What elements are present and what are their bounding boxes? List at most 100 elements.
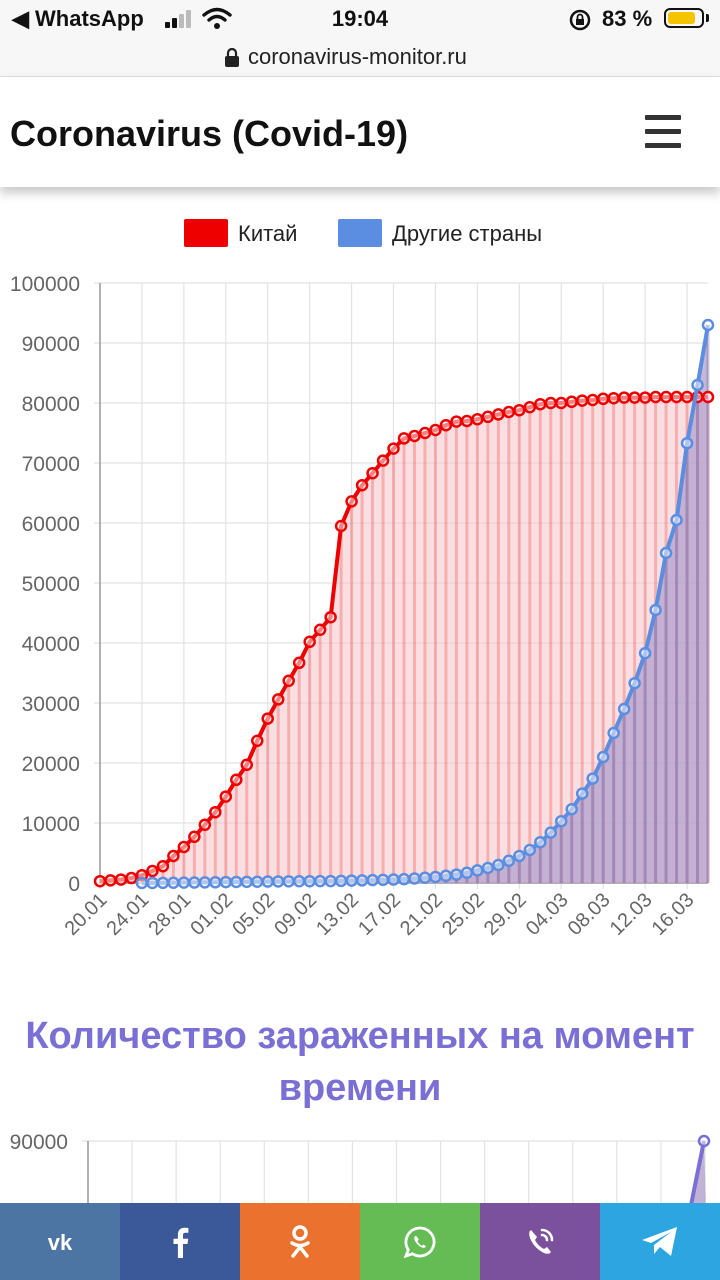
x-tick-label: 13.02	[312, 889, 363, 940]
other-point	[313, 874, 327, 888]
hamburger-menu-icon[interactable]	[645, 115, 685, 149]
status-bar: ◀ WhatsApp 19:04 83 %	[0, 0, 720, 40]
china-point	[575, 394, 589, 407]
x-tick-label: 28.01	[144, 889, 195, 940]
cellular-signal-icon	[165, 10, 197, 28]
china-point	[209, 805, 222, 819]
site-title[interactable]: Coronavirus (Covid-19)	[10, 113, 409, 154]
facebook-icon	[173, 1227, 189, 1258]
x-tick-label: 29.02	[480, 889, 531, 940]
china-point	[450, 415, 463, 428]
china-point	[324, 610, 337, 624]
padlock-icon	[225, 48, 239, 67]
other-point	[513, 849, 526, 863]
share-facebook-button[interactable]	[120, 1203, 240, 1280]
other-point	[586, 772, 599, 785]
other-point	[146, 876, 159, 890]
other-point	[429, 870, 442, 884]
china-point	[177, 840, 191, 854]
other-point	[701, 318, 715, 332]
legend-label-china: Китай	[238, 221, 298, 246]
china-point	[146, 864, 159, 878]
china-point	[701, 390, 715, 404]
other-point	[544, 826, 558, 839]
battery-icon	[664, 8, 704, 28]
china-point	[156, 859, 170, 873]
other-point	[492, 858, 505, 872]
china-point	[544, 396, 558, 410]
other-point	[534, 835, 547, 849]
svg-text:vk: vk	[48, 1231, 73, 1253]
other-point	[177, 876, 191, 889]
china-point	[638, 391, 652, 404]
china-point	[408, 429, 421, 443]
other-point	[292, 875, 306, 888]
china-point	[376, 454, 390, 467]
x-tick-label: 24.01	[103, 889, 154, 940]
y-tick-label: 80000	[22, 393, 80, 416]
other-point	[670, 513, 683, 527]
x-tick-label: 21.02	[396, 889, 447, 940]
share-whatsapp-button[interactable]	[360, 1203, 480, 1280]
other-point	[502, 854, 516, 868]
china-point	[460, 414, 474, 428]
y-tick-label: 10000	[22, 813, 80, 836]
other-point	[334, 874, 348, 888]
china-point	[230, 773, 243, 787]
other-point	[135, 876, 149, 890]
china-point	[439, 418, 453, 432]
other-point	[282, 875, 295, 888]
y-tick-label: 90000	[10, 1131, 68, 1154]
x-tick-label: 25.02	[438, 889, 489, 940]
rotation-lock-icon	[569, 9, 591, 31]
china-point	[345, 495, 358, 508]
china-point	[670, 390, 683, 404]
x-tick-label: 16.03	[648, 889, 699, 940]
legend-label-other: Другие страны	[392, 221, 543, 246]
other-point	[261, 875, 274, 888]
series-point	[697, 1134, 711, 1148]
viber-icon	[529, 1228, 554, 1254]
china-point	[617, 391, 631, 404]
share-viber-button[interactable]	[480, 1203, 600, 1280]
x-tick-label: 08.03	[564, 889, 615, 940]
china-point	[534, 397, 547, 411]
other-point	[408, 872, 421, 885]
x-tick-label: 05.02	[228, 889, 279, 940]
china-point	[188, 830, 201, 844]
share-telegram-button[interactable]	[600, 1203, 720, 1280]
other-point	[219, 875, 233, 889]
china-point	[513, 403, 526, 417]
back-to-app-link[interactable]: ◀ WhatsApp	[12, 6, 144, 31]
china-point	[429, 423, 442, 437]
x-tick-label: 12.03	[606, 889, 657, 940]
share-vk-button[interactable]: vk	[0, 1203, 120, 1280]
other-point	[240, 875, 254, 889]
y-tick-label: 0	[68, 873, 80, 896]
vk-icon: vk	[48, 1231, 73, 1253]
china-point	[649, 390, 662, 404]
other-point	[188, 876, 201, 889]
address-bar[interactable]: coronavirus-monitor.ru	[0, 40, 720, 77]
other-point	[450, 868, 463, 881]
y-tick-label: 100000	[10, 273, 80, 296]
china-point	[261, 712, 274, 725]
y-tick-label: 60000	[22, 513, 80, 536]
other-point	[250, 875, 264, 888]
china-point	[554, 396, 568, 410]
china-point	[387, 442, 400, 455]
china-point	[397, 432, 411, 445]
legend-swatch-china	[184, 219, 228, 247]
battery-percentage: 83 %	[602, 6, 653, 31]
share-odnoklassniki-button[interactable]	[240, 1203, 360, 1280]
other-point	[303, 874, 316, 888]
china-point	[250, 734, 264, 748]
china-point	[334, 519, 348, 533]
y-tick-label: 70000	[22, 453, 80, 476]
other-point	[659, 546, 673, 560]
other-point	[366, 873, 379, 887]
other-point	[397, 872, 411, 886]
china-point	[418, 426, 432, 440]
china-point	[607, 391, 620, 405]
other-point	[638, 646, 652, 660]
